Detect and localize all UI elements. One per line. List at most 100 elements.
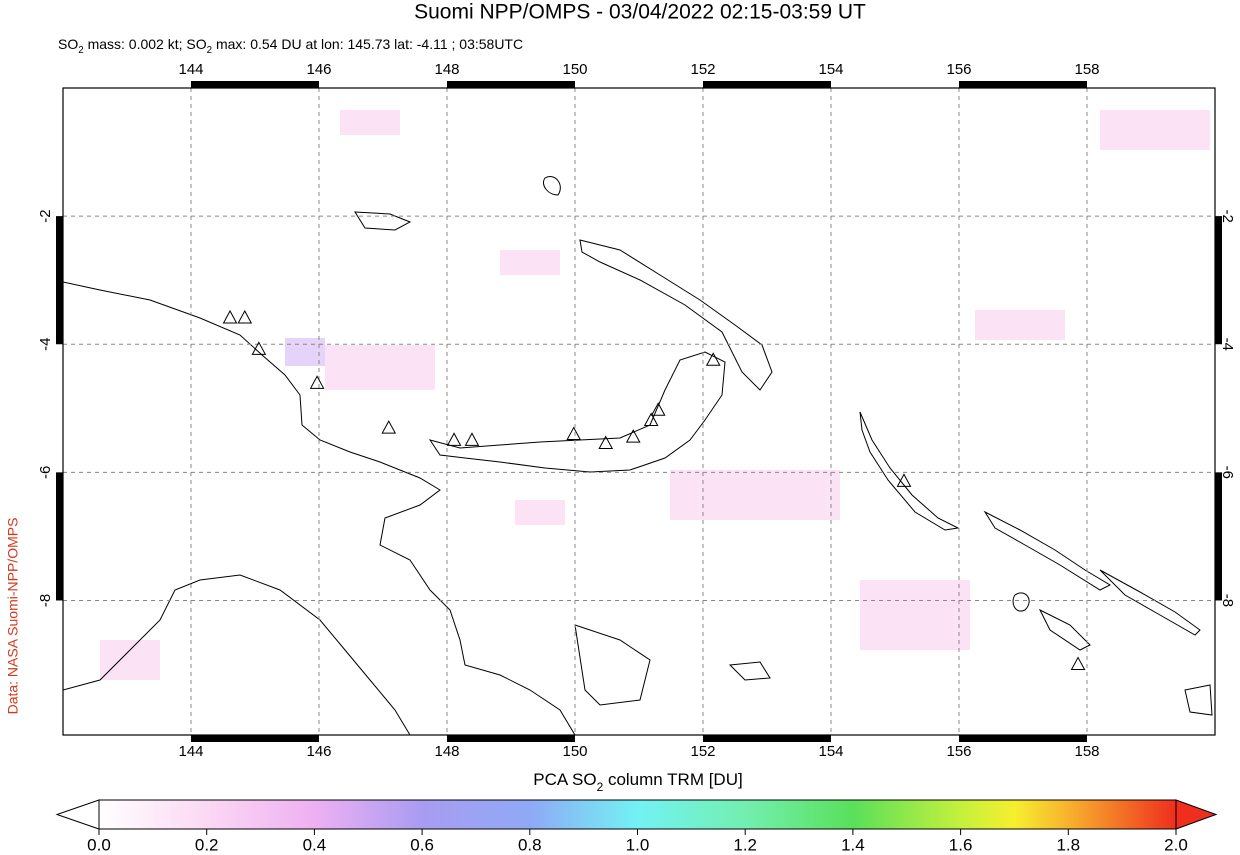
volcano xyxy=(251,341,267,355)
x-tick-label: 148 xyxy=(434,743,459,760)
coastline xyxy=(354,211,412,231)
frame-band xyxy=(191,81,319,88)
so2-cell xyxy=(325,345,435,390)
coastline xyxy=(728,661,771,681)
colorbar-tick-label: 2.0 xyxy=(1164,835,1188,854)
frame-band xyxy=(703,735,831,742)
so2-cell xyxy=(670,470,840,520)
chart-title: Suomi NPP/OMPS - 03/04/2022 02:15-03:59 … xyxy=(414,1,866,24)
so2-field xyxy=(100,110,1210,680)
coastline xyxy=(63,281,576,735)
coastline xyxy=(859,411,960,531)
map-area xyxy=(63,88,1215,735)
coastline xyxy=(1012,592,1030,612)
volcano xyxy=(237,309,253,324)
coastline xyxy=(579,239,773,391)
y-tick-label: -4 xyxy=(37,338,54,351)
volcano xyxy=(650,402,666,416)
coastline xyxy=(63,574,411,735)
colorbar-tick-label: 1.2 xyxy=(733,835,757,854)
frame-band xyxy=(447,81,575,88)
x-tick-label: 150 xyxy=(562,61,587,78)
colorbar-under xyxy=(55,799,100,830)
colorbar-over xyxy=(1175,799,1218,830)
coastline xyxy=(1099,569,1201,636)
text-part: SO xyxy=(58,36,78,52)
volcano xyxy=(896,473,912,487)
volcano xyxy=(446,432,462,446)
colorbar-tick-label: 0.2 xyxy=(195,835,219,854)
coastlines xyxy=(63,176,1213,735)
x-tick-label: 154 xyxy=(818,61,843,78)
x-tick-label: 156 xyxy=(946,61,971,78)
frame-band xyxy=(447,735,575,742)
so2-cell xyxy=(860,580,970,650)
colorbar-tick-label: 0.6 xyxy=(410,835,434,854)
text-part: PCA SO xyxy=(533,770,596,789)
frame-band xyxy=(56,472,63,601)
colorbar-tick-label: 0.8 xyxy=(518,835,542,854)
colorbar-tick-label: 0.4 xyxy=(303,835,327,854)
colorbar-scale xyxy=(98,799,1177,830)
colorbar-tick-label: 1.4 xyxy=(841,835,865,854)
volcano xyxy=(598,435,614,450)
subtitle: SO2 mass: 0.002 kt; SO2 max: 0.54 DU at … xyxy=(58,36,523,56)
y-tick-label: -6 xyxy=(1219,466,1236,479)
colorbar-tick-label: 1.8 xyxy=(1056,835,1080,854)
so2-cell xyxy=(515,500,565,525)
so2-cell xyxy=(500,250,560,275)
frame-band xyxy=(959,735,1087,742)
colorbar-tick-label: 0.0 xyxy=(87,835,111,854)
volcano xyxy=(222,309,238,324)
volcano xyxy=(643,412,659,426)
colorbar-tick-label: 1.0 xyxy=(626,835,650,854)
x-tick-label: 146 xyxy=(306,61,331,78)
x-tick-label: 148 xyxy=(434,61,459,78)
y-tick-label: -4 xyxy=(1219,338,1236,351)
x-tick-label: 156 xyxy=(946,743,971,760)
so2-cell xyxy=(285,338,325,366)
x-tick-label: 146 xyxy=(306,743,331,760)
volcano xyxy=(381,420,397,434)
x-tick-label: 144 xyxy=(178,743,203,760)
frame-band xyxy=(56,216,63,345)
frame-band xyxy=(191,735,319,742)
y-tick-label: -2 xyxy=(1219,209,1236,222)
x-tick-label: 152 xyxy=(690,743,715,760)
x-tick-label: 158 xyxy=(1074,61,1099,78)
subscript: 2 xyxy=(597,780,604,794)
frame-band xyxy=(1215,216,1222,345)
coastline xyxy=(428,351,726,473)
frame-band xyxy=(959,81,1087,88)
so2-cell xyxy=(1100,110,1210,150)
frame-band xyxy=(703,81,831,88)
coastline xyxy=(1184,684,1213,716)
y-tick-label: -6 xyxy=(37,466,54,479)
volcano xyxy=(464,432,480,446)
x-tick-label: 158 xyxy=(1074,743,1099,760)
map-frame xyxy=(62,87,1216,736)
x-tick-label: 154 xyxy=(818,743,843,760)
volcano xyxy=(566,426,582,441)
y-tick-label: -8 xyxy=(37,594,54,607)
text-part: mass: 0.002 kt; SO xyxy=(84,36,207,52)
so2-cell xyxy=(340,110,400,135)
coastline xyxy=(1038,608,1091,651)
y-tick-label: -2 xyxy=(37,209,54,222)
map-background xyxy=(63,88,1215,735)
colorbar xyxy=(55,799,1218,830)
coastline xyxy=(983,510,1112,591)
credit: Data: NASA Suomi-NPP/OMPS xyxy=(5,518,21,715)
colorbar-title: PCA SO2 column TRM [DU] xyxy=(533,770,742,794)
frame-band xyxy=(1215,472,1222,601)
x-tick-label: 150 xyxy=(562,743,587,760)
x-tick-label: 144 xyxy=(178,61,203,78)
subscript: 2 xyxy=(78,45,83,56)
colorbar-tick-label: 1.6 xyxy=(949,835,973,854)
volcano xyxy=(1070,656,1086,671)
y-tick-label: -8 xyxy=(1219,594,1236,607)
coastline xyxy=(543,176,561,196)
volcano xyxy=(705,352,721,366)
so2-cell xyxy=(975,310,1065,340)
coastline xyxy=(574,624,651,706)
